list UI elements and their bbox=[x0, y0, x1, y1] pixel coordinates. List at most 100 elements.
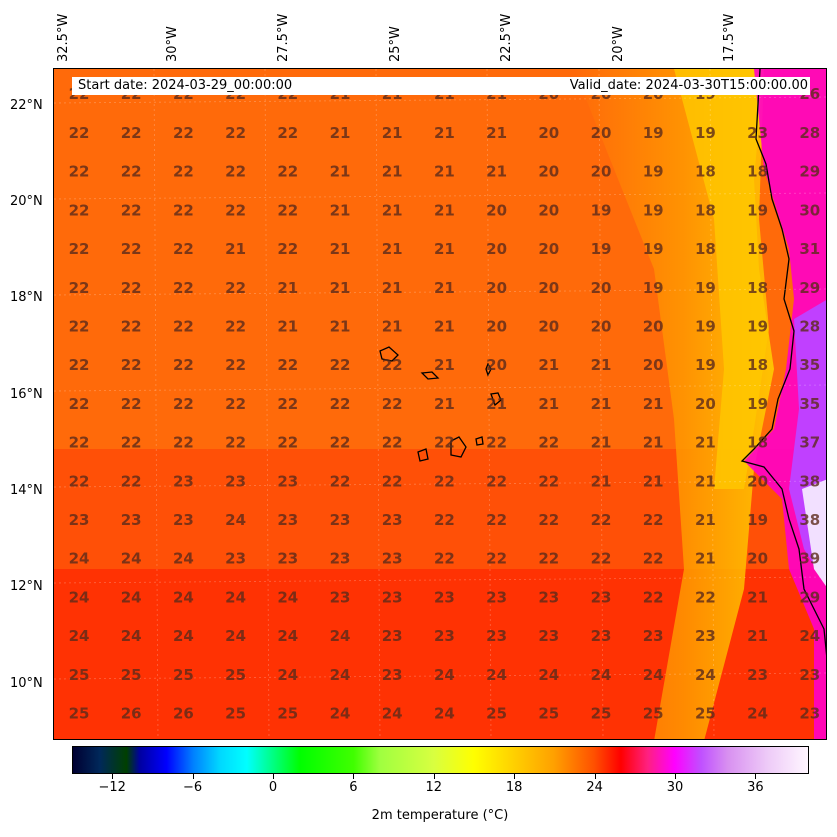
value-label: 21 bbox=[382, 124, 403, 142]
colorbar-tick-label: 36 bbox=[747, 780, 764, 795]
colorbar-variable: 2m temperature bbox=[371, 808, 479, 823]
colorbar-tick bbox=[192, 774, 194, 779]
value-label: 24 bbox=[173, 588, 194, 606]
value-label: 20 bbox=[643, 318, 664, 336]
value-label: 22 bbox=[69, 318, 90, 336]
value-label: 22 bbox=[486, 434, 507, 452]
value-label: 22 bbox=[277, 395, 298, 413]
value-label: 20 bbox=[591, 318, 612, 336]
value-label: 24 bbox=[173, 550, 194, 568]
value-label: 22 bbox=[277, 434, 298, 452]
colorbar-tick bbox=[755, 774, 757, 779]
value-label: 22 bbox=[382, 472, 403, 490]
value-label: 21 bbox=[591, 434, 612, 452]
start-date-box: Start date: 2024-03-29_00:00:00 bbox=[72, 77, 548, 95]
value-label: 21 bbox=[643, 395, 664, 413]
value-label: 21 bbox=[591, 356, 612, 374]
value-label: 21 bbox=[434, 356, 455, 374]
value-label: 23 bbox=[591, 627, 612, 645]
value-label: 22 bbox=[173, 395, 194, 413]
value-label: 38 bbox=[799, 472, 820, 490]
value-label: 21 bbox=[330, 124, 351, 142]
lat-label: 16°N bbox=[10, 387, 43, 402]
value-label: 23 bbox=[277, 472, 298, 490]
valid-date-text: Valid_date: 2024-03-30T15:00:00.00 bbox=[569, 78, 808, 93]
value-label: 22 bbox=[434, 434, 455, 452]
colorbar-tick-label: 24 bbox=[586, 780, 603, 795]
value-label: 35 bbox=[799, 356, 820, 374]
value-label: 21 bbox=[747, 588, 768, 606]
value-label: 22 bbox=[486, 472, 507, 490]
temperature-map[interactable]: 22 22 22 22 22 21 21 21 21 20 20 20 19 26 22 22 22 22 22 21… bbox=[53, 68, 827, 740]
value-label: 35 bbox=[799, 395, 820, 413]
colorbar-tick-label: −12 bbox=[98, 780, 126, 795]
value-label: 22 bbox=[643, 511, 664, 529]
value-label: 21 bbox=[434, 124, 455, 142]
value-label: 22 bbox=[538, 434, 559, 452]
value-label: 20 bbox=[538, 124, 559, 142]
value-label: 22 bbox=[277, 240, 298, 258]
value-label: 22 bbox=[121, 472, 142, 490]
value-label: 19 bbox=[747, 201, 768, 219]
value-label: 25 bbox=[538, 705, 559, 723]
value-label: 24 bbox=[277, 627, 298, 645]
value-label: 21 bbox=[434, 279, 455, 297]
value-label: 22 bbox=[69, 240, 90, 258]
land-hottest-area bbox=[802, 479, 826, 587]
value-label: 25 bbox=[121, 666, 142, 684]
colorbar-tick bbox=[273, 774, 274, 779]
colorbar-tick bbox=[353, 774, 355, 779]
value-label: 22 bbox=[434, 511, 455, 529]
value-label: 23 bbox=[382, 511, 403, 529]
value-label: 21 bbox=[486, 395, 507, 413]
value-label: 21 bbox=[591, 395, 612, 413]
value-label: 24 bbox=[225, 588, 246, 606]
value-label: 21 bbox=[277, 318, 298, 336]
value-label: 20 bbox=[538, 318, 559, 336]
value-label: 24 bbox=[538, 666, 559, 684]
value-label: 23 bbox=[277, 511, 298, 529]
value-label: 24 bbox=[486, 666, 507, 684]
value-label: 21 bbox=[382, 163, 403, 181]
lon-label: 30°W bbox=[165, 26, 180, 62]
value-label: 22 bbox=[225, 395, 246, 413]
value-label: 23 bbox=[486, 627, 507, 645]
lat-label: 14°N bbox=[10, 483, 43, 498]
value-label: 23 bbox=[434, 588, 455, 606]
value-label: 25 bbox=[695, 705, 716, 723]
value-label: 23 bbox=[382, 666, 403, 684]
value-label: 22 bbox=[173, 356, 194, 374]
value-label: 22 bbox=[382, 434, 403, 452]
value-label: 23 bbox=[330, 511, 351, 529]
value-label: 31 bbox=[799, 240, 820, 258]
coolest-upwelling-zone bbox=[674, 69, 769, 489]
value-label: 23 bbox=[434, 627, 455, 645]
value-label: 18 bbox=[747, 356, 768, 374]
value-label: 18 bbox=[747, 434, 768, 452]
value-label: 28 bbox=[799, 318, 820, 336]
value-label: 25 bbox=[173, 666, 194, 684]
value-label: 24 bbox=[69, 627, 90, 645]
value-label: 21 bbox=[382, 201, 403, 219]
value-label: 21 bbox=[382, 240, 403, 258]
colorbar-tick-label: 12 bbox=[425, 780, 443, 795]
value-label: 20 bbox=[486, 279, 507, 297]
value-label: 24 bbox=[643, 666, 664, 684]
value-label: 23 bbox=[591, 588, 612, 606]
value-label: 22 bbox=[173, 434, 194, 452]
value-label: 23 bbox=[382, 588, 403, 606]
colorbar-title: 2m temperature (°C) bbox=[372, 808, 509, 823]
value-label: 22 bbox=[69, 279, 90, 297]
value-label: 19 bbox=[695, 124, 716, 142]
value-label: 24 bbox=[69, 588, 90, 606]
lat-label: 22°N bbox=[10, 98, 43, 113]
value-label: 22 bbox=[277, 201, 298, 219]
value-label: 21 bbox=[538, 395, 559, 413]
lon-label: 22.5°W bbox=[499, 13, 514, 62]
lat-label: 18°N bbox=[10, 290, 43, 305]
value-label: 24 bbox=[330, 705, 351, 723]
colorbar-tick bbox=[433, 774, 435, 779]
value-label: 28 bbox=[799, 124, 820, 142]
lon-label: 25°W bbox=[388, 26, 403, 62]
value-label: 22 bbox=[643, 550, 664, 568]
